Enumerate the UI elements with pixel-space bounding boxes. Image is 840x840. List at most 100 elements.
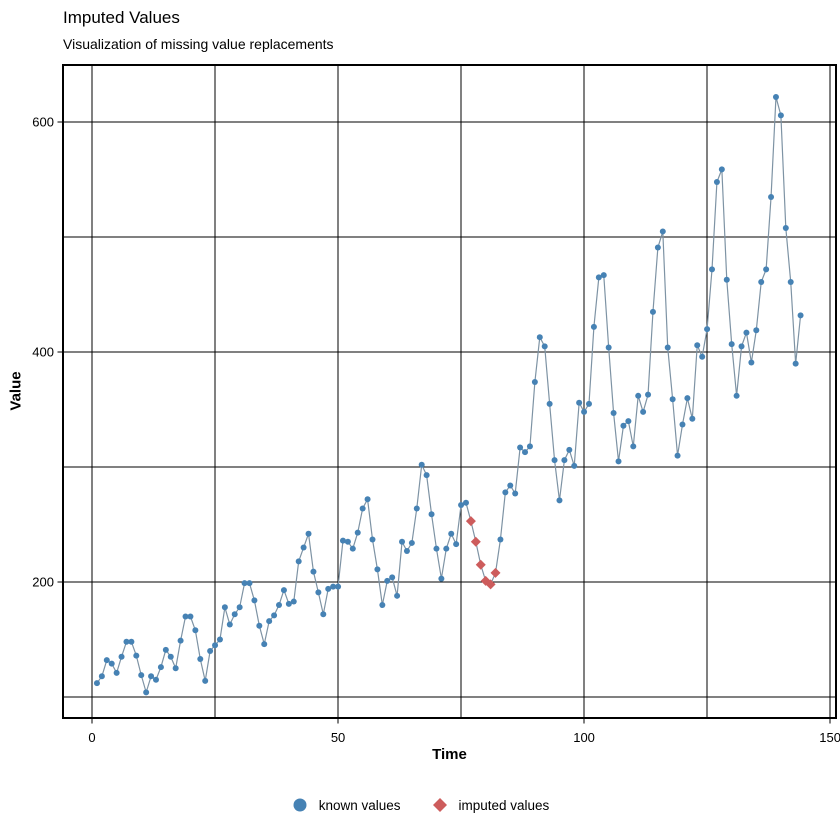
plot-panel-border <box>62 64 837 719</box>
data-point-known <box>654 244 661 251</box>
x-tick-label: 0 <box>88 730 95 745</box>
data-point-known <box>792 360 799 367</box>
data-point-known <box>276 602 283 609</box>
data-point-known <box>236 604 243 611</box>
data-point-known <box>679 421 686 428</box>
data-point-known <box>571 462 578 469</box>
data-point-known <box>295 558 302 565</box>
legend-diamond-glyph <box>432 798 447 812</box>
data-point-known <box>113 669 120 676</box>
data-point-known <box>202 677 209 684</box>
data-point-known <box>507 482 514 489</box>
imputed-points-series <box>465 516 501 590</box>
data-point-known <box>738 343 745 350</box>
data-point-known <box>551 457 558 464</box>
data-point-known <box>271 612 278 619</box>
data-point-known <box>251 597 258 604</box>
data-point-known <box>526 443 533 450</box>
data-point-known <box>438 575 445 582</box>
data-point-known <box>640 408 647 415</box>
data-point-known <box>605 344 612 351</box>
data-point-known <box>320 611 327 618</box>
data-point-known <box>723 276 730 283</box>
data-point-known <box>192 627 199 634</box>
chart-subtitle: Visualization of missing value replaceme… <box>63 36 334 52</box>
data-point-known <box>285 600 292 607</box>
x-tick-label: 50 <box>331 730 345 745</box>
data-point-known <box>261 641 268 648</box>
data-point-known <box>674 452 681 459</box>
data-point-known <box>709 266 716 273</box>
data-point-known <box>659 228 666 235</box>
data-point-known <box>177 637 184 644</box>
data-point-imputed <box>475 559 486 570</box>
data-point-known <box>453 541 460 548</box>
data-point-known <box>704 326 711 333</box>
y-tick-label: 200 <box>32 575 54 590</box>
data-point-known <box>364 496 371 503</box>
data-point-known <box>428 511 435 518</box>
data-point-imputed <box>470 536 481 547</box>
data-point-known <box>768 193 775 200</box>
data-point-known <box>576 399 583 406</box>
data-point-known <box>536 334 543 341</box>
data-point-known <box>339 537 346 544</box>
data-point-known <box>133 652 140 659</box>
data-point-known <box>231 611 238 618</box>
data-point-known <box>354 529 361 536</box>
data-point-known <box>610 410 617 417</box>
known-values-marker-icon <box>293 798 307 812</box>
legend-item-imputed: imputed values <box>431 796 549 814</box>
data-point-known <box>399 538 406 545</box>
data-point-known <box>389 574 396 581</box>
data-point-known <box>310 568 317 575</box>
y-axis-title: Value <box>7 371 25 411</box>
data-point-known <box>462 499 469 506</box>
legend-item-known: known values <box>291 796 401 814</box>
data-point-known <box>546 400 553 407</box>
data-point-known <box>615 458 622 465</box>
x-gridlines <box>91 65 831 718</box>
data-point-known <box>763 266 770 273</box>
data-point-known <box>98 673 105 680</box>
data-point-known <box>753 327 760 334</box>
data-point-known <box>502 489 509 496</box>
imputed-values-marker-icon <box>432 798 447 812</box>
data-point-known <box>162 646 169 653</box>
data-point-known <box>394 592 401 599</box>
data-point-known <box>635 392 642 399</box>
data-point-known <box>600 272 607 279</box>
data-point-known <box>512 490 519 497</box>
data-point-known <box>374 566 381 573</box>
data-point-known <box>694 342 701 349</box>
data-point-known <box>748 359 755 366</box>
data-point-known <box>733 392 740 399</box>
legend: known values imputed values <box>0 796 840 814</box>
chart-canvas: 0 50 100 150 200 400 600 <box>32 64 840 745</box>
data-point-known <box>522 449 529 456</box>
y-axis-ticks: 200 400 600 <box>32 115 63 590</box>
data-point-known <box>595 274 602 281</box>
data-point-known <box>335 583 342 590</box>
data-point-known <box>684 395 691 402</box>
data-point-known <box>625 418 632 425</box>
x-tick-label: 150 <box>819 730 840 745</box>
data-point-known <box>403 547 410 554</box>
data-point-known <box>379 602 386 609</box>
data-point-known <box>384 577 391 584</box>
data-point-known <box>777 112 784 119</box>
data-point-known <box>197 656 204 663</box>
data-point-known <box>581 408 588 415</box>
data-point-known <box>359 505 366 512</box>
data-point-known <box>315 589 322 596</box>
chart-title: Imputed Values <box>63 8 180 27</box>
data-point-known <box>649 308 656 315</box>
data-point-known <box>585 400 592 407</box>
data-point-known <box>216 636 223 643</box>
data-point-known <box>718 166 725 173</box>
data-point-known <box>187 613 194 620</box>
data-point-known <box>664 344 671 351</box>
data-point-known <box>241 580 248 587</box>
data-point-known <box>330 583 337 590</box>
y-tick-label: 600 <box>32 115 54 130</box>
